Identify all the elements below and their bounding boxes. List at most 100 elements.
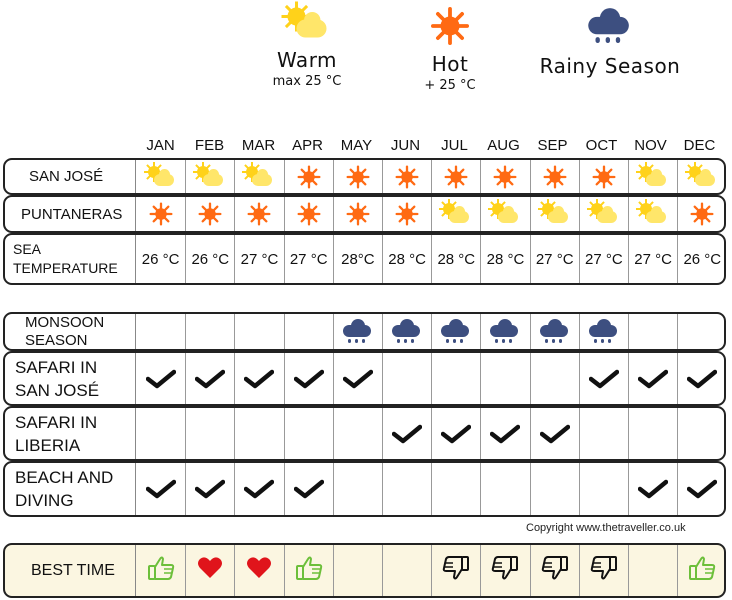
month-cell: [283, 463, 333, 515]
month-cell: 28 °C: [431, 235, 480, 283]
icon-cells: [136, 197, 724, 231]
month-cell: 27 °C: [283, 235, 333, 283]
month-cell: 28°C: [332, 235, 382, 283]
thumbs-down-icon: [540, 554, 570, 587]
best-cells: [136, 545, 724, 596]
check-icon: [392, 424, 423, 444]
check-icon: [441, 424, 472, 444]
legend-hot: Hot + 25 °C: [410, 2, 490, 93]
month-cell: [283, 353, 333, 404]
month-cell: [529, 463, 579, 515]
month-cell: [677, 463, 724, 515]
month-cell: [431, 408, 480, 459]
month-cell: [234, 353, 283, 404]
month-cell: [283, 160, 333, 193]
warm-icon: [143, 161, 176, 189]
month-label: JAN: [146, 137, 175, 154]
temp-cells: 26 °C 26 °C 27 °C 27 °C 28°C 28 °C 28 °C 28 °C 2…: [136, 235, 724, 283]
rain-cloud-icon: [342, 318, 373, 345]
warm-icon: [685, 161, 717, 189]
mark-cells: [136, 408, 724, 459]
warm-icon: [537, 199, 570, 226]
month-cell: [382, 353, 431, 404]
month-cell: [677, 408, 724, 459]
month-cell: [382, 314, 431, 349]
rain-cloud-icon: [588, 8, 632, 46]
month-cell: [234, 160, 283, 193]
warm-icon: [636, 199, 668, 226]
sun-icon: [493, 165, 517, 188]
sun-icon: [297, 165, 321, 188]
sun-icon: [346, 202, 370, 226]
month-cell: [283, 314, 333, 349]
sun-icon: [543, 165, 567, 188]
check-icon: [638, 369, 669, 389]
warm-icon: [586, 199, 619, 226]
rain-cloud-icon: [539, 318, 570, 345]
check-icon: [293, 479, 324, 499]
month-cell: [234, 314, 283, 349]
month-cell: [185, 408, 234, 459]
month-cell: [628, 463, 677, 515]
month-cell: [431, 314, 480, 349]
month-cell: [332, 197, 382, 231]
check-icon: [195, 369, 226, 389]
month-cell: [628, 314, 677, 349]
month-cell: [578, 408, 628, 459]
warm-icon: [242, 161, 274, 189]
month-cell: [529, 314, 579, 349]
check-icon: [539, 424, 570, 444]
rain-cloud-icon: [490, 318, 520, 345]
warm-icon: [439, 199, 471, 226]
sea-temp-value: 28 °C: [388, 250, 426, 268]
month-label: MAY: [340, 137, 373, 154]
month-cell: 27 °C: [578, 235, 628, 283]
row-best-time: BEST TIME: [3, 543, 726, 598]
month-cell: [578, 197, 628, 231]
check-icon: [638, 479, 669, 499]
month-cell: [480, 353, 529, 404]
month-cell: [234, 408, 283, 459]
legend-warm-title: Warm: [276, 48, 338, 72]
row-label: SAFARI IN SAN JOSÉ: [5, 353, 136, 404]
month-cell: [332, 353, 382, 404]
month-cell: [677, 314, 724, 349]
row-label: BEST TIME: [5, 545, 136, 596]
month-cell: [578, 545, 628, 596]
month-cell: [578, 463, 628, 515]
thumbs-down-icon: [490, 554, 520, 587]
warm-icon: [488, 199, 520, 226]
month-cell: [185, 353, 234, 404]
sea-temp-value: 26 °C: [191, 250, 230, 268]
warm-icon: [281, 1, 330, 42]
row-label: SAFARI IN LIBERIA: [5, 408, 136, 459]
sun-icon: [444, 165, 468, 188]
month-cell: [234, 545, 283, 596]
thumbs-up-icon: [687, 554, 717, 587]
month-cell: [677, 545, 724, 596]
sea-temp-value: 26 °C: [683, 250, 722, 268]
sun-icon: [395, 165, 419, 188]
month-cell: [185, 463, 234, 515]
sun-icon: [346, 165, 370, 188]
legend-rainy-title: Rainy Season: [539, 54, 681, 78]
thumbs-down-icon: [441, 554, 471, 587]
month-cell: [480, 160, 529, 193]
sea-temp-value: 27 °C: [240, 250, 279, 268]
month-cell: [628, 408, 677, 459]
check-icon: [588, 369, 619, 389]
month-cell: [283, 408, 333, 459]
sea-temp-value: 27 °C: [535, 250, 574, 268]
check-icon: [244, 479, 275, 499]
month-cell: [578, 160, 628, 193]
sun-icon: [395, 202, 419, 226]
month-cell: [628, 160, 677, 193]
sun-icon: [297, 202, 321, 226]
row-label: PUNTANERAS: [5, 197, 136, 231]
month-cell: [578, 314, 628, 349]
month-cell: 28 °C: [382, 235, 431, 283]
month-cell: [628, 197, 677, 231]
sea-temp-value: 26 °C: [141, 250, 180, 268]
month-cell: [677, 353, 724, 404]
month-cell: [332, 314, 382, 349]
